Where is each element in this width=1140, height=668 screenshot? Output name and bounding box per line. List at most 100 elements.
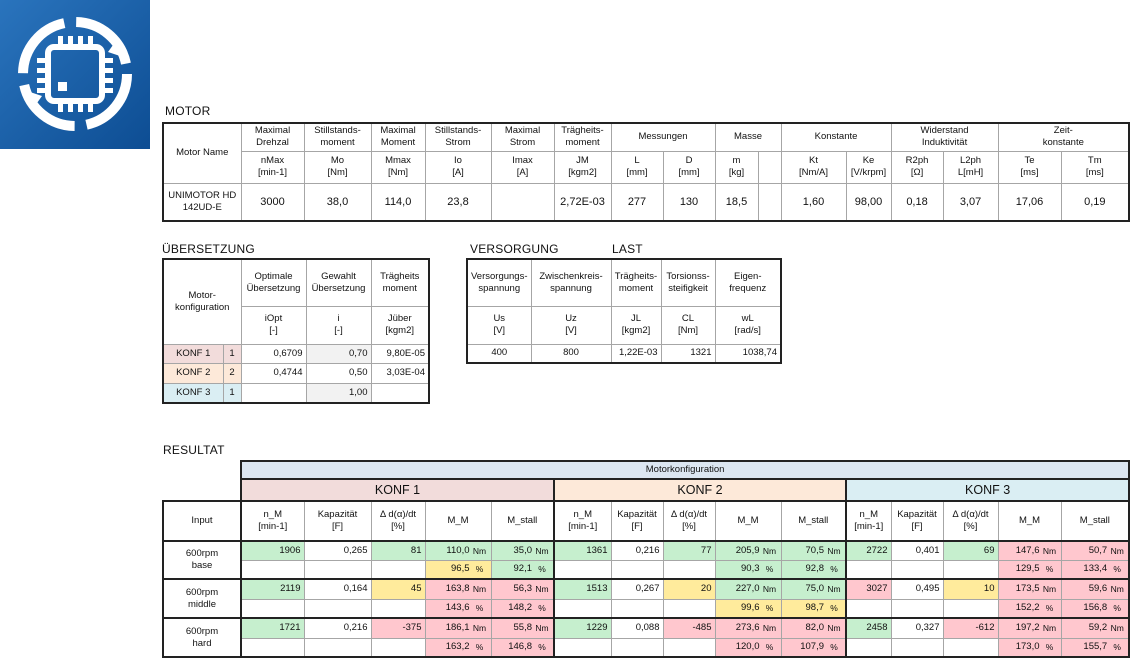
row: Us [V] Uz [V] JL [kgm2] CL [Nm] wL [rad/s] (466, 305, 782, 345)
value-unit: 133,4% (1065, 563, 1126, 575)
cell: 173,0% (997, 637, 1062, 658)
logo (0, 0, 150, 149)
unit: Nm (1110, 623, 1124, 634)
konf-header: KONF 1 (240, 478, 555, 502)
cell: 70,5 Nm (780, 540, 847, 561)
column-header: n_M [min-1] (240, 500, 305, 542)
section-title: LAST (612, 242, 643, 256)
cell (662, 637, 716, 658)
cell: 1038,74 (714, 343, 782, 364)
cell: 3,03E-04 (370, 362, 430, 384)
unit: % (1045, 564, 1054, 575)
cell: Torsionss- steifigkeit (660, 258, 716, 307)
value: 197,2 (1015, 622, 1040, 634)
cell: Jüber [kgm2] (370, 305, 430, 345)
value: 163,2 (445, 641, 470, 653)
column-header: n_M [min-1] (553, 500, 612, 542)
value-unit: 227,0 Nm (719, 583, 778, 595)
cell: L2ph L[mH] (942, 150, 999, 184)
value: 147,6 (1015, 544, 1040, 556)
row: 600rpm base 1906 0,265 81 110,0 Nm 35,0 Nm 1361 0… (162, 540, 1131, 580)
row: Motor Name Maximal Drehzal Stillstands- m… (162, 122, 1130, 184)
cell: 1,22E-03 (610, 343, 662, 364)
value: 77 (700, 544, 712, 556)
unit: Nm (472, 584, 487, 595)
cell: iOpt [-] (240, 305, 307, 345)
cell: Tm [ms] (1060, 150, 1130, 184)
cell (890, 598, 944, 619)
cell (163, 461, 241, 479)
value: 148,2 (508, 602, 532, 614)
cell: 227,0 Nm (714, 578, 782, 600)
column-header: Δ d(α)/dt [%] (662, 500, 716, 542)
cell: 3,07 (942, 182, 999, 222)
cell: Konstante (780, 122, 892, 152)
cell: 400 (466, 343, 532, 364)
cell (240, 382, 307, 404)
row: 143,6% 148,2% 99,6% 98,7% 152,2% 156,8% (163, 598, 1131, 619)
cell: 152,2% (997, 598, 1062, 619)
input-header: Input (162, 500, 242, 542)
cell (303, 598, 372, 619)
cell: 0,088 (610, 617, 664, 639)
cell: 55,8 Nm (490, 617, 555, 639)
cell: Messungen (610, 122, 716, 152)
value: 70,5 (805, 544, 825, 556)
uebersetzung-table: Motor- konfiguration Optimale Übersetzung… (162, 258, 430, 404)
cell: 129,5% (997, 559, 1062, 580)
value-unit: 273,6 Nm (719, 622, 778, 634)
cell (942, 637, 999, 658)
cell: R2ph [Ω] (890, 150, 944, 184)
value-unit: 50,7 Nm (1065, 545, 1126, 557)
unit: Nm (762, 584, 777, 595)
unit: Nm (1110, 545, 1124, 556)
cell: D [mm] (662, 150, 716, 184)
cell: 9,80E-05 (370, 343, 430, 364)
konf-header: KONF 3 (844, 478, 1131, 502)
cell: 114,0 (370, 182, 426, 222)
cell: Motor- konfiguration (162, 258, 242, 345)
cell: 2722 (845, 540, 892, 561)
value-unit: 90,3% (719, 563, 778, 575)
cell: L [mm] (610, 150, 664, 184)
cell: -485 (662, 617, 716, 639)
cell: 156,8% (1060, 598, 1131, 619)
cell (845, 637, 892, 658)
cell: 0,70 (305, 343, 372, 364)
cell: 146,8% (490, 637, 555, 658)
row: 600rpm hard 1721 0,216 -375 186,1 Nm 55,8 Nm 122… (162, 617, 1131, 658)
unit: Nm (472, 623, 487, 634)
value: 1229 (586, 622, 608, 634)
value: 273,6 (735, 622, 760, 634)
section-title: MOTOR (165, 104, 211, 118)
cell: 120,0% (714, 637, 782, 658)
cell (370, 559, 426, 580)
column-header: M_M (424, 500, 492, 542)
value: 92,1 (513, 563, 533, 575)
cell: m [kg] (714, 150, 759, 184)
cell: Stillstands- Strom (424, 122, 492, 152)
cell: Eigen- frequenz (714, 258, 782, 307)
cell: -612 (942, 617, 999, 639)
cell: 20 (662, 578, 716, 600)
unit: % (1113, 603, 1121, 614)
cell: 0,327 (890, 617, 944, 639)
cell: 81 (370, 540, 426, 561)
unit: % (765, 603, 774, 614)
unit: Nm (1042, 623, 1057, 634)
value-unit: 96,5% (429, 563, 488, 575)
value: 59,6 (1088, 583, 1108, 595)
cell (890, 559, 944, 580)
value-unit: 110,0 Nm (429, 545, 488, 557)
cell: 82,0 Nm (780, 617, 847, 639)
cell: Versorgungs- spannung (466, 258, 532, 307)
result-table: Motorkonfiguration KONF 1 KONF 2 KONF 3 Inpu… (162, 460, 1131, 658)
cell (890, 637, 944, 658)
section-title: RESULTAT (163, 443, 225, 457)
value: 98,7 (805, 602, 825, 614)
cell: Ke [V/krpm] (845, 150, 892, 184)
column-header: Δ d(α)/dt [%] (370, 500, 426, 542)
unit: % (1045, 603, 1054, 614)
column-header: M_stall (1060, 500, 1131, 542)
unit: % (538, 603, 546, 614)
